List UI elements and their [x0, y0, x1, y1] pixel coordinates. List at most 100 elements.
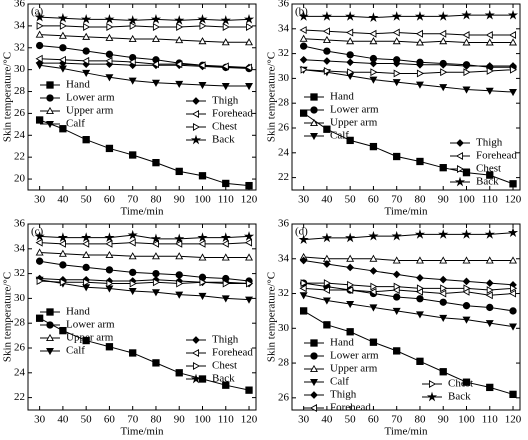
data-point	[463, 68, 471, 77]
data-point	[370, 282, 378, 291]
data-point	[300, 279, 308, 288]
series-line	[39, 278, 250, 285]
data-point	[485, 87, 494, 95]
y-tick-label: 32	[278, 47, 289, 59]
data-point	[369, 338, 378, 346]
data-point	[220, 15, 231, 25]
x-tick-label: 30	[298, 194, 310, 206]
y-tick-label: 36	[14, 218, 26, 230]
series-line	[39, 64, 250, 87]
plot-frame	[291, 223, 521, 411]
data-point	[129, 349, 137, 357]
data-point	[507, 227, 519, 238]
data-point	[321, 11, 332, 21]
data-point	[393, 69, 401, 78]
data-point	[222, 179, 230, 188]
data-point	[369, 142, 378, 151]
data-point	[462, 378, 471, 386]
data-point	[105, 33, 114, 41]
data-point	[175, 35, 184, 44]
legend-marker	[191, 349, 200, 357]
y-tick-label: 24	[14, 129, 26, 141]
data-point	[462, 86, 471, 94]
data-point	[322, 286, 330, 295]
legend-label: Forehead	[330, 402, 371, 414]
series-line	[39, 260, 250, 282]
data-point	[393, 347, 401, 355]
data-point	[299, 307, 308, 315]
data-point	[35, 116, 44, 124]
legend-marker	[46, 106, 54, 115]
data-point	[486, 171, 494, 179]
legend-label: Lower arm	[330, 350, 379, 362]
data-point	[245, 253, 253, 261]
data-point	[36, 21, 44, 30]
data-point	[175, 369, 183, 377]
data-point	[322, 297, 331, 305]
data-point	[415, 81, 424, 89]
data-point	[440, 284, 448, 293]
x-tick-label: 120	[505, 414, 522, 426]
data-point	[507, 9, 519, 20]
data-point	[393, 293, 401, 301]
y-tick-label: 34	[14, 242, 26, 254]
legend-marker	[456, 165, 465, 173]
data-point	[58, 249, 67, 257]
data-point	[416, 284, 425, 293]
data-point	[128, 34, 137, 43]
y-tick-label: 26	[278, 391, 290, 403]
x-tick-label: 80	[414, 414, 426, 426]
legend-label: Lower arm	[66, 319, 115, 331]
data-point	[174, 233, 185, 244]
legend-marker	[192, 362, 201, 370]
data-point	[485, 38, 494, 46]
y-axis-label: Skin temperature/°C	[2, 52, 14, 142]
plot-frame	[27, 223, 257, 411]
data-point	[299, 284, 307, 293]
data-point	[345, 232, 356, 243]
data-point	[150, 13, 162, 24]
legend-label: Chest	[476, 163, 501, 175]
data-point	[221, 83, 230, 91]
series-line	[303, 112, 514, 185]
data-point	[439, 256, 448, 264]
data-point	[198, 239, 206, 248]
legend-marker	[46, 333, 54, 342]
data-point	[82, 239, 90, 248]
data-point	[58, 239, 66, 248]
legend-marker	[310, 93, 318, 101]
x-tick-label: 120	[241, 194, 258, 206]
data-point	[485, 279, 494, 287]
data-point	[127, 229, 138, 240]
legend-label: Forehead	[476, 150, 517, 162]
data-point	[34, 11, 45, 22]
data-point	[128, 58, 136, 66]
legend-label: Calf	[330, 376, 349, 388]
legend-marker	[310, 378, 318, 387]
panel-label: (d)	[295, 226, 308, 238]
data-point	[129, 279, 137, 288]
data-point	[391, 230, 402, 241]
legend-label: Upper arm	[330, 363, 378, 375]
data-point	[439, 60, 448, 69]
series-line	[303, 310, 514, 395]
y-tick-label: 32	[14, 41, 25, 53]
plot-frame	[27, 3, 257, 191]
series-line	[39, 242, 250, 245]
data-point	[174, 15, 185, 25]
data-point	[323, 260, 331, 268]
data-point	[369, 76, 378, 84]
legend-label: Forehead	[212, 347, 253, 359]
data-point	[321, 232, 332, 243]
series-line	[303, 69, 514, 74]
data-point	[414, 229, 426, 239]
data-point	[368, 230, 379, 241]
y-tick-label: 36	[278, 0, 290, 10]
data-point	[35, 41, 44, 50]
series-line	[39, 62, 250, 68]
data-point	[485, 256, 494, 264]
legend-label: Chest	[212, 121, 237, 133]
y-axis-label: Skin temperature/°C	[266, 272, 278, 362]
series-line	[39, 234, 250, 240]
